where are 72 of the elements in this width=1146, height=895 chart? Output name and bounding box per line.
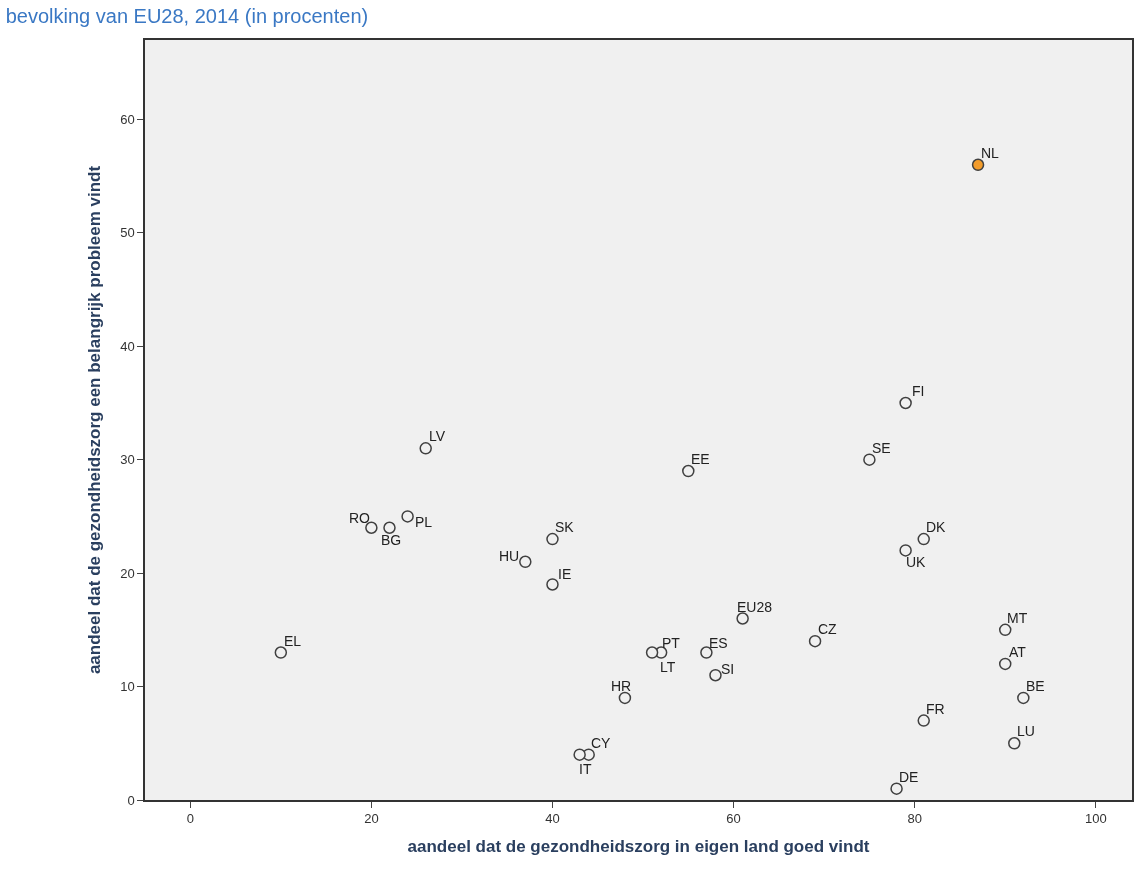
point [998,623,1012,637]
point [808,634,822,648]
point [736,612,749,625]
annotation: CZ [818,621,838,637]
y-axis-title: aandeel dat de gezondheidszorg een belangrijk probleem vindt [85,165,105,675]
point [519,555,532,569]
annotation: ES [709,635,728,651]
point [682,464,695,478]
y-tick-label: 60 [120,111,135,127]
x-tick-label: 100 [1084,811,1107,827]
y-tick-label: 50 [120,225,135,241]
annotation: LU [1017,723,1035,739]
x-axis-title: aandeel dat de gezondheidszorg in eigen land goed vindt [407,837,870,857]
annotation: CY [591,735,612,751]
chart-title: bevolking van EU28, 2014 (in procenten) [5,4,369,27]
point [899,544,912,557]
annotation: EU28 [737,599,773,615]
annotation: FR [926,701,945,717]
annotation: PL [415,514,433,530]
annotation: LT [660,659,676,675]
point [419,442,432,455]
y-tick-label: 10 [120,679,135,695]
point [890,782,903,795]
point [998,657,1012,671]
annotation: SI [721,661,735,677]
annotation: DK [926,519,947,535]
annotation: MT [1007,610,1028,626]
point [917,532,930,546]
point [274,646,288,659]
annotation: HU [499,548,520,564]
y-tick-label: 30 [120,452,135,468]
annotation: RO [349,510,371,526]
point [709,668,722,682]
point [618,691,632,705]
annotation: EL [284,633,302,649]
point [917,714,930,727]
annotation: BE [1026,678,1045,694]
annotation: HR [611,678,632,694]
point [365,521,378,535]
annotation: SK [555,519,575,535]
y-tick-label: 20 [120,565,135,581]
point [573,748,586,761]
x-tick-label: 0 [186,811,194,827]
x-tick-label: 80 [907,811,922,827]
point [1017,691,1030,705]
annotation: UK [906,554,927,570]
annotation: IT [579,761,592,777]
point [401,510,414,523]
annotation: EE [691,451,710,467]
annotation: NL [981,145,1000,161]
point [546,578,559,591]
point [1008,737,1021,750]
point [700,646,713,659]
point [383,521,396,535]
y-tick-label: 0 [127,792,135,808]
x-tick-label: 40 [545,811,560,827]
x-tick-label: 60 [726,811,741,827]
annotation: SE [872,440,891,456]
x-tick-label: 20 [364,811,379,827]
point [899,396,912,410]
annotation: FI [912,383,925,399]
annotation: IE [558,566,572,582]
point [645,646,659,659]
annotation: BG [381,532,402,548]
point [971,158,985,172]
point [546,532,559,546]
annotation: DE [899,769,919,785]
y-tick-label: 40 [120,338,135,354]
annotation: PT [662,635,681,651]
point [863,453,876,466]
annotation: LV [429,428,446,444]
annotation: AT [1009,644,1027,660]
